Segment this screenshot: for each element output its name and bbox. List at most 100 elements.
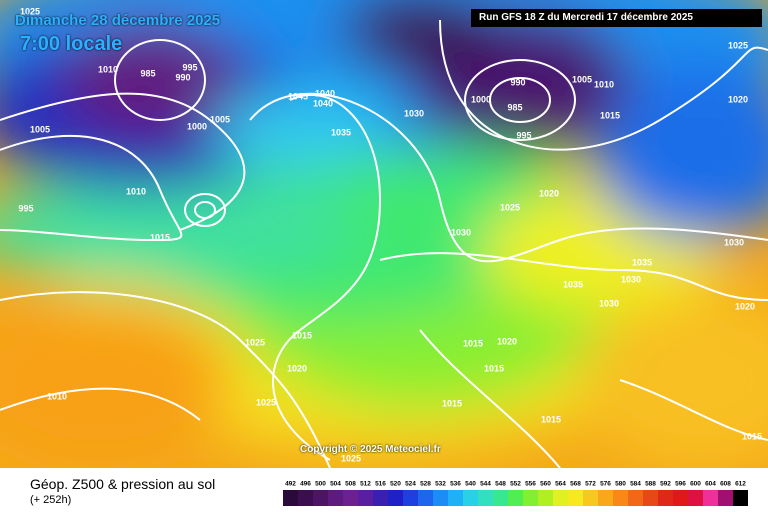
isobar-label: 1010 bbox=[126, 186, 146, 196]
scale-swatch bbox=[388, 490, 403, 506]
isobar-label: 990 bbox=[510, 77, 525, 87]
isobar-label: 1035 bbox=[632, 257, 652, 267]
isobar-label: 1015 bbox=[742, 431, 762, 441]
isobar-label: 1010 bbox=[594, 79, 614, 89]
scale-swatch bbox=[523, 490, 538, 506]
scale-label: 504 bbox=[330, 481, 341, 488]
scale-swatch bbox=[733, 490, 748, 506]
scale-label: 528 bbox=[420, 481, 431, 488]
scale-label: 580 bbox=[615, 481, 626, 488]
scale-swatch bbox=[613, 490, 628, 506]
forecast-date: Dimanche 28 décembre 2025 bbox=[15, 12, 221, 29]
isobar-label: 1030 bbox=[621, 274, 641, 284]
scale-label: 572 bbox=[585, 481, 596, 488]
scale-swatch bbox=[643, 490, 658, 506]
scale-swatch bbox=[538, 490, 553, 506]
scale-label: 516 bbox=[375, 481, 386, 488]
scale-swatch bbox=[718, 490, 733, 506]
isobar-label: 1030 bbox=[599, 298, 619, 308]
isobar-label: 1005 bbox=[210, 114, 230, 124]
scale-swatch bbox=[568, 490, 583, 506]
scale-swatch bbox=[553, 490, 568, 506]
footer-title: Géop. Z500 & pression au sol bbox=[30, 476, 216, 492]
isobar-label: 1025 bbox=[341, 453, 361, 463]
isobar-label: 1015 bbox=[541, 414, 561, 424]
scale-label: 544 bbox=[480, 481, 491, 488]
isobar-label: 1015 bbox=[463, 338, 483, 348]
scale-label: 588 bbox=[645, 481, 656, 488]
scale-swatch bbox=[358, 490, 373, 506]
scale-swatch bbox=[418, 490, 433, 506]
copyright: Copyright © 2025 Meteociel.fr bbox=[300, 444, 441, 455]
color-scale: 492 496 500 504 508 512 516 520 524 528 532 536 540 5… bbox=[283, 481, 748, 506]
scale-label: 576 bbox=[600, 481, 611, 488]
isobar-label: 1025 bbox=[245, 337, 265, 347]
run-info: Run GFS 18 Z du Mercredi 17 décembre 202… bbox=[471, 9, 762, 27]
isobar-label: 1015 bbox=[292, 330, 312, 340]
scale-label: 568 bbox=[570, 481, 581, 488]
scale-label: 532 bbox=[435, 481, 446, 488]
scale-swatch bbox=[343, 490, 358, 506]
scale-label: 584 bbox=[630, 481, 641, 488]
isobar-label: 1020 bbox=[539, 188, 559, 198]
scale-swatch bbox=[463, 490, 478, 506]
scale-label: 556 bbox=[525, 481, 536, 488]
isobar-label: 990 bbox=[175, 72, 190, 82]
scale-swatch bbox=[583, 490, 598, 506]
scale-swatch bbox=[433, 490, 448, 506]
scale-label: 500 bbox=[315, 481, 326, 488]
scale-swatch bbox=[478, 490, 493, 506]
isobar-label: 985 bbox=[140, 68, 155, 78]
scale-label: 512 bbox=[360, 481, 371, 488]
isobar-label: 1015 bbox=[600, 110, 620, 120]
scale-label: 604 bbox=[705, 481, 716, 488]
scale-label: 596 bbox=[675, 481, 686, 488]
isobar-label: 1010 bbox=[47, 391, 67, 401]
isobar-label: 1025 bbox=[728, 40, 748, 50]
scale-swatch bbox=[328, 490, 343, 506]
isobar-label: 1015 bbox=[484, 363, 504, 373]
scale-label: 600 bbox=[690, 481, 701, 488]
isobar-label: 1020 bbox=[497, 336, 517, 346]
isobar-label: 1025 bbox=[20, 6, 40, 16]
scale-swatch bbox=[283, 490, 298, 506]
isobar-label: 1005 bbox=[572, 74, 592, 84]
isobars bbox=[0, 19, 768, 468]
isobar-label: 1035 bbox=[563, 279, 583, 289]
isobar-label: 1040 bbox=[313, 98, 333, 108]
isobar-label: 1015 bbox=[150, 232, 170, 242]
scale-swatch bbox=[673, 490, 688, 506]
isobar-label: 1030 bbox=[724, 237, 744, 247]
isobar-label: 1020 bbox=[728, 94, 748, 104]
footer-lead-time: (+ 252h) bbox=[30, 494, 72, 506]
isobar-label: 1000 bbox=[187, 121, 207, 131]
scale-label: 536 bbox=[450, 481, 461, 488]
scale-label: 524 bbox=[405, 481, 416, 488]
isobar-label: 1005 bbox=[30, 124, 50, 134]
scale-swatch bbox=[508, 490, 523, 506]
isobar-label: 995 bbox=[18, 203, 33, 213]
scale-swatch bbox=[298, 490, 313, 506]
scale-label: 560 bbox=[540, 481, 551, 488]
scale-label: 520 bbox=[390, 481, 401, 488]
scale-label: 508 bbox=[345, 481, 356, 488]
isobar-label: 1035 bbox=[331, 127, 351, 137]
isobar-label: 1040 bbox=[315, 88, 335, 98]
footer: Géop. Z500 & pression au sol (+ 252h) 49… bbox=[0, 468, 768, 512]
scale-swatch bbox=[403, 490, 418, 506]
isobar-label: 1010 bbox=[98, 64, 118, 74]
isobar-label: 1030 bbox=[404, 108, 424, 118]
isobar-label: 1045 bbox=[288, 91, 308, 101]
isobar-label: 995 bbox=[182, 62, 197, 72]
isobar-label: 1025 bbox=[256, 397, 276, 407]
scale-label: 608 bbox=[720, 481, 731, 488]
isobar-label: 1000 bbox=[471, 94, 491, 104]
forecast-time: 7:00 locale bbox=[20, 33, 123, 55]
scale-label: 492 bbox=[285, 481, 296, 488]
isobar-label: 1020 bbox=[287, 363, 307, 373]
isobar-label: 985 bbox=[507, 102, 522, 112]
scale-label: 552 bbox=[510, 481, 521, 488]
